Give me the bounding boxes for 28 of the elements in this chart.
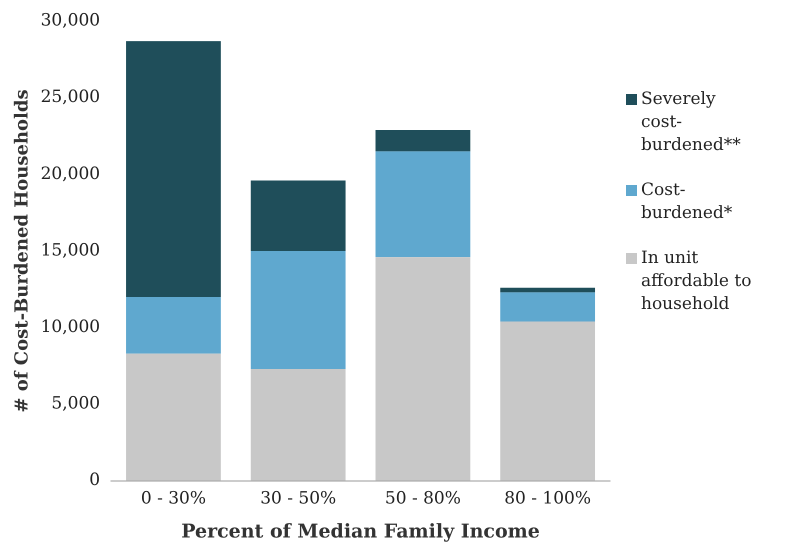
bar bbox=[126, 41, 221, 297]
bar bbox=[250, 251, 346, 369]
y-tick-label: 0 bbox=[89, 470, 100, 490]
bar bbox=[376, 151, 470, 258]
legend-label: In unit affordable to household bbox=[641, 247, 752, 316]
bar bbox=[126, 296, 221, 354]
bar bbox=[500, 288, 596, 292]
x-axis-title: Percent of Median Family Income bbox=[181, 520, 540, 543]
y-tick-label: 5,000 bbox=[51, 394, 100, 414]
x-tick-label: 0 - 30% bbox=[140, 488, 206, 508]
y-axis-title: # of Cost-Burdened Households bbox=[11, 89, 32, 413]
bar bbox=[500, 292, 596, 322]
y-tick-label: 25,000 bbox=[40, 87, 100, 108]
bar bbox=[376, 257, 470, 481]
x-tick-label: 50 - 80% bbox=[384, 488, 461, 508]
bar bbox=[376, 130, 470, 152]
y-tick-label: 15,000 bbox=[40, 240, 100, 260]
bar bbox=[250, 180, 346, 251]
x-tick-label: 30 - 50% bbox=[260, 488, 336, 508]
bar bbox=[126, 354, 221, 481]
y-tick-label: 10,000 bbox=[40, 317, 100, 338]
y-tick-label: 20,000 bbox=[40, 164, 100, 184]
y-tick-label: 30,000 bbox=[40, 10, 100, 31]
legend-label: Cost-burdened* bbox=[641, 179, 734, 225]
x-tick-label: 80 - 100% bbox=[504, 488, 592, 508]
bar bbox=[500, 321, 596, 481]
legend-label: Severely cost-burdened** bbox=[641, 88, 742, 157]
bar bbox=[250, 368, 346, 481]
